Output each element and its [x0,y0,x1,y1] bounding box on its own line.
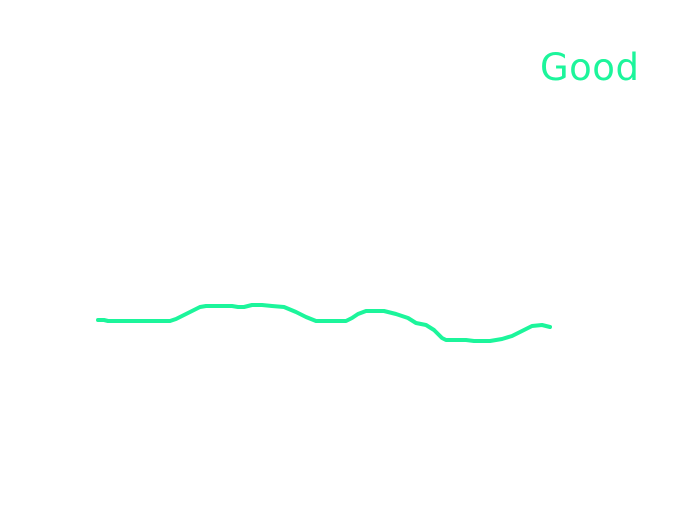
trace-line [96,303,552,343]
status-label: Good [540,46,640,89]
